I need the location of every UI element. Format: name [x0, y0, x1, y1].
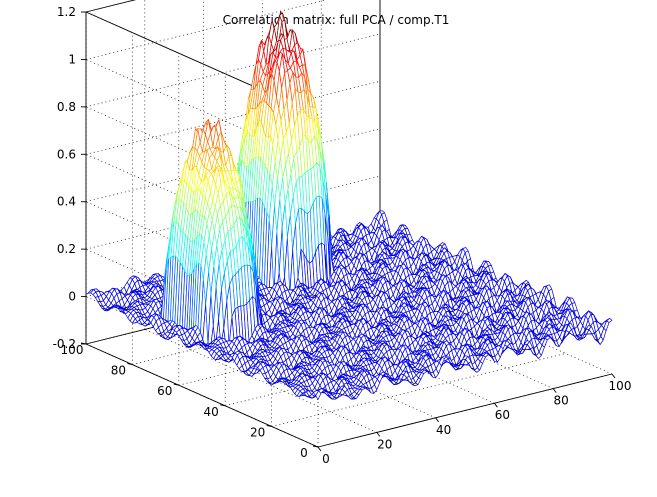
gridline-z	[85, 175, 381, 250]
x-tick-mark	[435, 417, 439, 423]
x-tick-mark	[552, 388, 557, 393]
y-tick-mark	[173, 383, 179, 386]
x-tick-mark	[376, 432, 381, 437]
y-tick-mark	[220, 404, 226, 407]
gridline-z	[85, 223, 381, 297]
x-tick-mark	[317, 446, 322, 452]
chart-title: Correlation matrix: full PCA / comp.T1	[223, 13, 450, 27]
gridline-z	[85, 80, 381, 155]
surface-mesh	[85, 11, 613, 400]
y-tick-mark	[127, 363, 133, 366]
x-tick-mark	[611, 373, 616, 379]
x-axis-line	[317, 373, 613, 448]
gridline-y	[271, 353, 566, 427]
gridline-z	[85, 128, 381, 203]
gridline-z	[85, 33, 381, 108]
y-tick-mark	[312, 445, 319, 448]
y-tick-mark	[266, 424, 272, 427]
x-tick-mark	[494, 402, 498, 408]
y-axis-line	[85, 343, 319, 448]
